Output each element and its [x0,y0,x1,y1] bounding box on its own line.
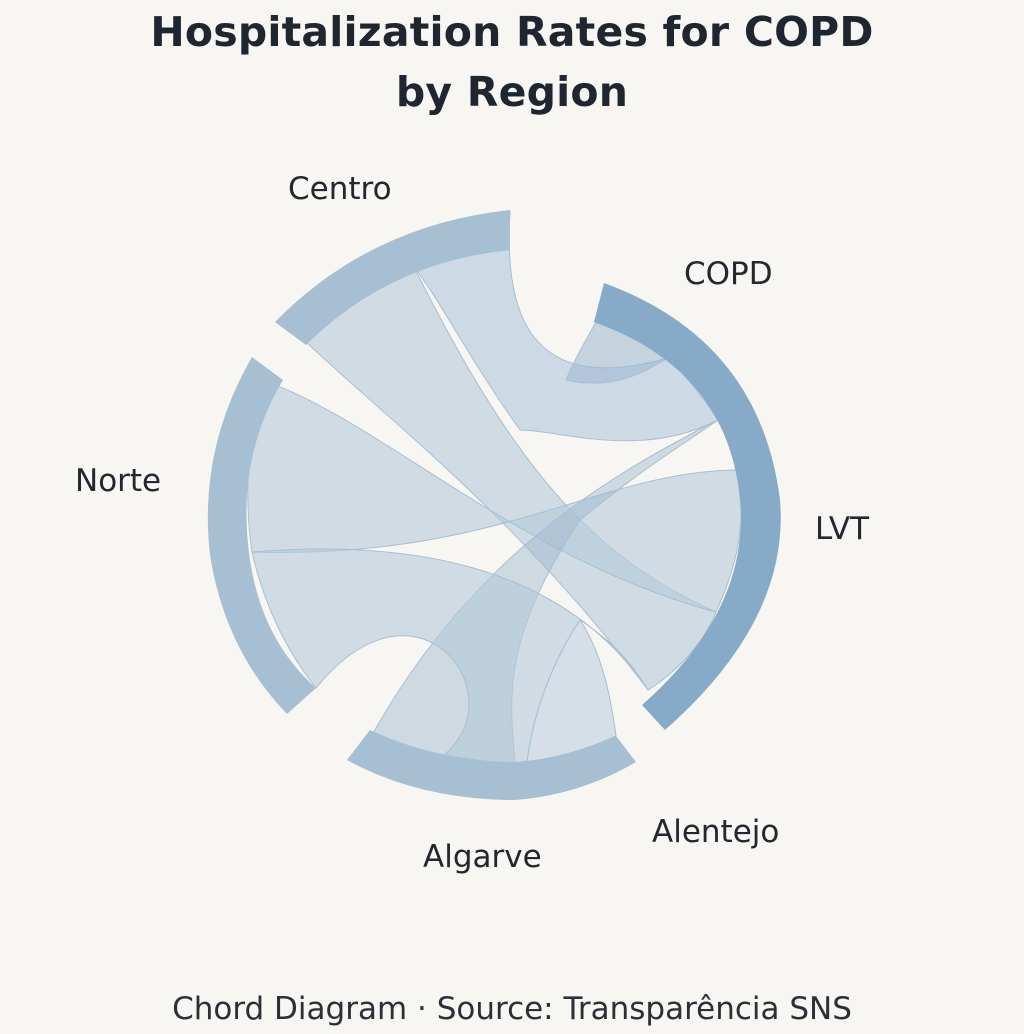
chart-title-line-1: Hospitalization Rates for COPD [150,8,874,56]
chart-title-line-2: by Region [395,68,629,116]
arc-algarve [347,730,515,800]
label-algarve: Algarve [423,839,542,875]
arc-alentejo [515,736,636,800]
arc-centro [275,210,510,345]
group-arcs [207,210,781,800]
arc-norte [207,357,316,714]
label-centro: Centro [288,171,392,207]
label-lvt: LVT [815,511,870,547]
label-norte: Norte [75,463,161,499]
ribbons [247,211,743,764]
ribbon-alentejo-algarve [526,619,617,763]
label-copd: COPD [684,256,773,292]
chart-title: Hospitalization Rates for COPD by Region [0,2,1024,122]
label-alentejo: Alentejo [652,814,779,850]
chart-footer: Chord Diagram · Source: Transparência SN… [172,991,852,1027]
group-labels: Centro COPD LVT Alentejo Algarve Norte [75,171,870,875]
arc-copd-lvt [594,283,781,730]
